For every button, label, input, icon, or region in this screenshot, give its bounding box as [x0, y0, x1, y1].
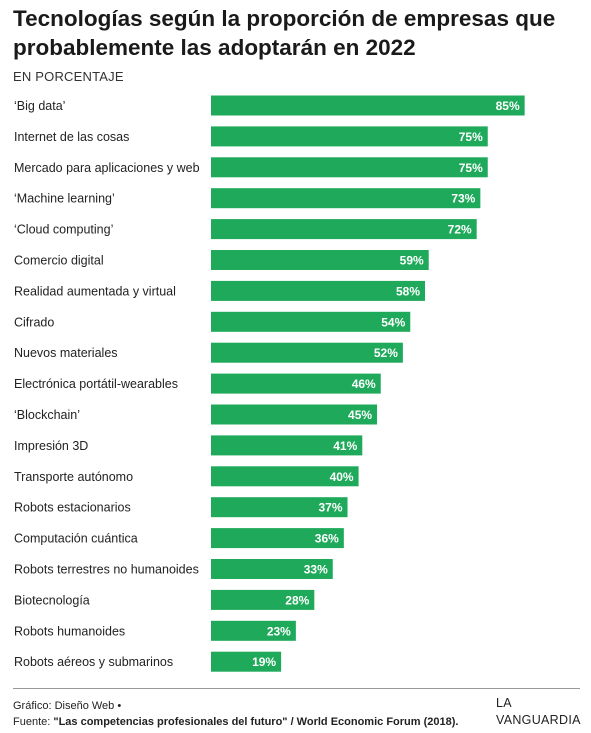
value-label: 37% — [318, 501, 342, 515]
la-vanguardia-logo: LA VANGUARDIA — [496, 695, 581, 729]
bar — [211, 342, 403, 363]
category-label: Computación cuántica — [14, 532, 138, 546]
chart-subtitle: EN PORCENTAJE — [13, 69, 124, 84]
category-label: Internet de las cosas — [14, 130, 129, 144]
value-label: 28% — [285, 593, 309, 607]
category-label: Electrónica portátil-wearables — [14, 377, 178, 391]
category-label: Robots terrestres no humanoides — [14, 563, 199, 577]
value-label: 41% — [333, 439, 357, 453]
value-label: 33% — [304, 563, 328, 577]
category-label: ‘Cloud computing’ — [14, 223, 113, 237]
value-label: 23% — [267, 624, 291, 638]
bar — [211, 435, 363, 456]
category-label: ‘Big data’ — [14, 99, 65, 113]
category-label: Cifrado — [14, 315, 54, 329]
footer-divider — [13, 688, 580, 689]
bar — [211, 95, 525, 116]
value-label: 75% — [459, 130, 483, 144]
bar — [211, 466, 359, 487]
category-label: Impresión 3D — [14, 439, 88, 453]
source-text: Fuente: "Las competencias profesionales … — [13, 714, 458, 730]
category-label: Robots estacionarios — [14, 501, 131, 515]
category-label: ‘Blockchain’ — [14, 408, 80, 422]
bar — [211, 280, 426, 301]
source-prefix: Fuente: — [13, 716, 54, 728]
category-label: Comercio digital — [14, 254, 104, 268]
bar — [211, 620, 296, 641]
category-label: Robots aéreos y submarinos — [14, 655, 173, 669]
value-label: 59% — [400, 254, 424, 268]
chart-title: Tecnologías según la proporción de empre… — [13, 6, 556, 60]
bar — [211, 219, 477, 240]
category-label: Mercado para aplicaciones y web — [14, 161, 200, 175]
chart-footer: Gráfico: Diseño Web • Fuente: "Las compe… — [13, 698, 458, 730]
bar — [211, 188, 481, 209]
bar — [211, 497, 348, 518]
category-label: Transporte autónomo — [14, 470, 133, 484]
value-label: 46% — [352, 377, 376, 391]
value-label: 54% — [381, 315, 405, 329]
bar — [211, 250, 429, 270]
bar — [211, 559, 333, 579]
value-label: 19% — [252, 655, 276, 669]
value-label: 75% — [459, 161, 483, 175]
logo-line-2: VANGUARDIA — [496, 713, 581, 727]
value-label: 58% — [396, 284, 420, 298]
category-label: Biotecnología — [14, 593, 90, 607]
value-label: 52% — [374, 346, 398, 360]
credit-text: Gráfico: Diseño Web • — [13, 700, 122, 712]
bar — [211, 404, 378, 425]
bar — [211, 651, 282, 672]
category-label: ‘Machine learning’ — [14, 192, 115, 206]
category-label: Nuevos materiales — [14, 346, 118, 360]
bar — [211, 126, 488, 147]
category-label: Realidad aumentada y virtual — [14, 284, 176, 298]
bar — [211, 311, 411, 332]
bar — [211, 373, 381, 394]
bar — [211, 157, 488, 178]
bar — [211, 589, 315, 610]
category-label: Robots humanoides — [14, 624, 125, 638]
value-label: 36% — [315, 532, 339, 546]
value-label: 72% — [448, 223, 472, 237]
source-title: "Las competencias profesionales del futu… — [53, 716, 459, 728]
value-label: 45% — [348, 408, 372, 422]
value-label: 40% — [330, 470, 354, 484]
value-label: 73% — [451, 192, 475, 206]
bar — [211, 528, 344, 549]
logo-line-1: LA — [496, 696, 512, 710]
value-label: 85% — [496, 99, 520, 113]
